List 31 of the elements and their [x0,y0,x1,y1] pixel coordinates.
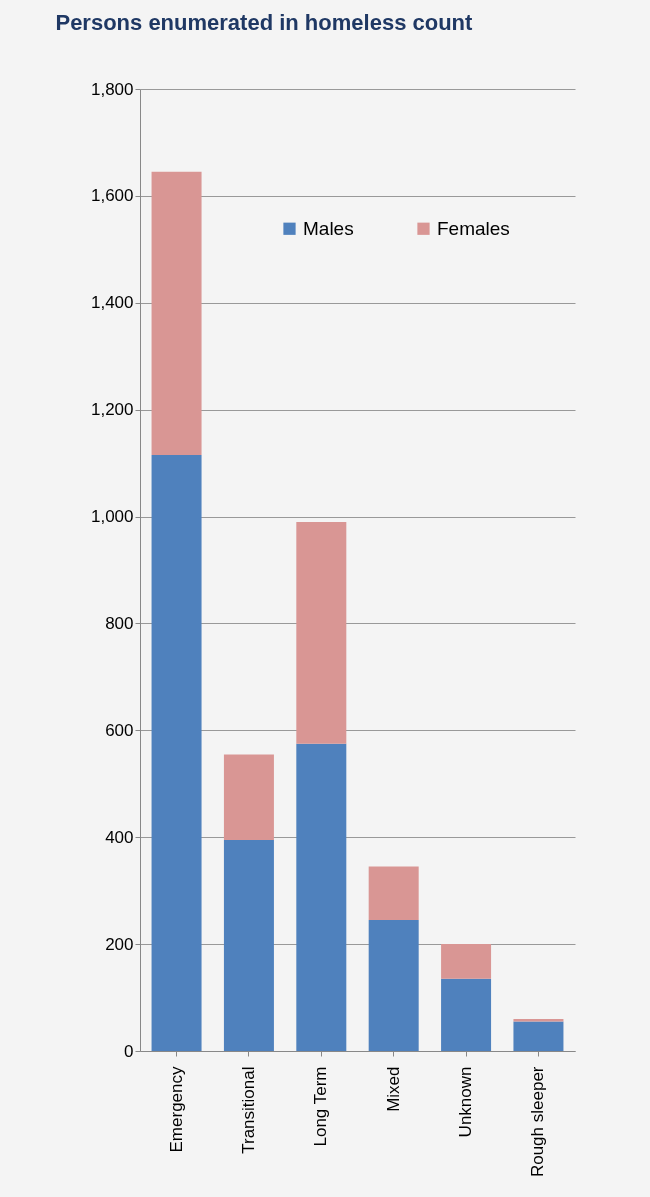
bar [368,866,419,921]
y-tick-label: 1,600 [90,186,134,206]
x-tick-label: Long Term [311,1066,331,1147]
y-tick-label: 1,200 [90,400,134,420]
x-tick-label: Emergency [166,1066,186,1153]
bar [151,171,202,456]
x-tick-label: Mixed [383,1066,403,1112]
bar [223,839,274,1051]
bar [513,1018,564,1022]
bar [513,1021,564,1051]
legend-label: Females [437,217,510,239]
x-tick-label: Transitional [238,1066,258,1154]
bar [441,944,492,979]
x-tick-label: Rough sleeper [528,1066,548,1178]
y-tick-label: 400 [105,827,134,847]
bar [368,920,419,1051]
x-tick-label: Unknown [456,1066,476,1138]
bar [151,455,202,1051]
chart-title: Persons enumerated in homeless count [55,10,474,35]
bar [296,521,347,744]
bar [296,743,347,1051]
y-tick-label: 200 [105,934,134,954]
y-tick-label: 1,800 [90,79,134,99]
y-tick-label: 800 [105,613,134,633]
legend-label: Males [303,217,354,239]
bar [223,754,274,840]
y-tick-label: 0 [124,1041,134,1061]
y-tick-label: 1,400 [90,293,134,313]
y-tick-label: 600 [105,720,134,740]
bar [441,978,492,1051]
y-tick-label: 1,000 [90,507,134,527]
